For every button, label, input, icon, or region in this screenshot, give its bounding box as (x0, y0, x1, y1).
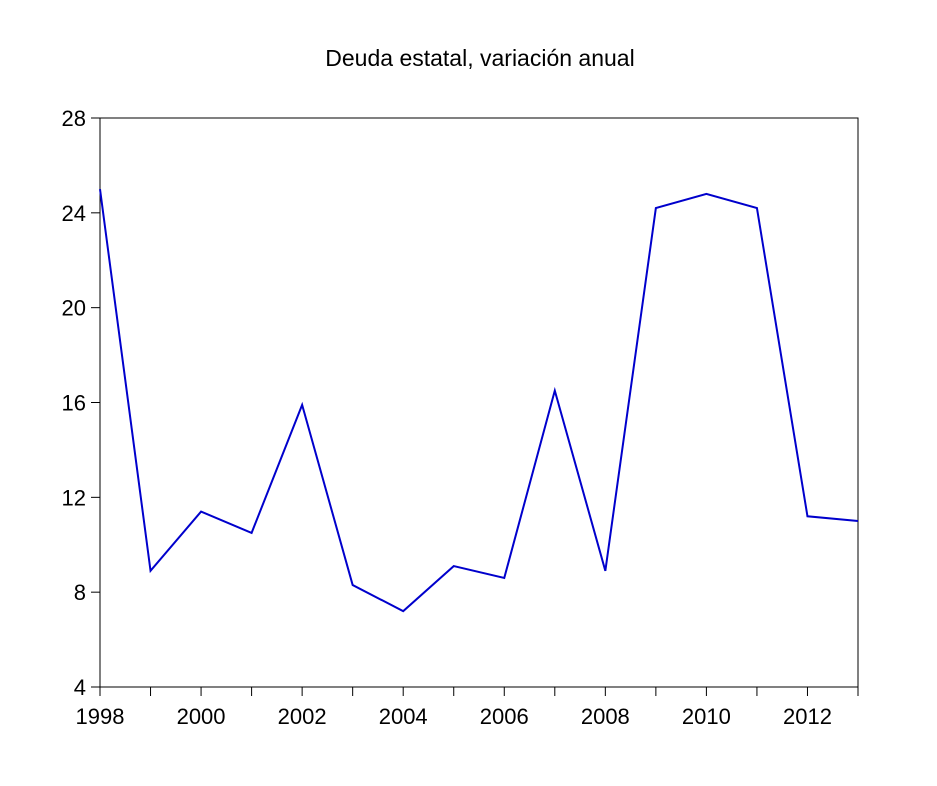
axis-ticks (91, 117, 859, 696)
series-line (99, 188, 859, 613)
data-point (150, 570, 152, 572)
x-tick-label: 1998 (76, 704, 125, 729)
data-point (655, 207, 657, 209)
y-tick-label: 20 (62, 296, 86, 321)
y-tick-label: 24 (62, 201, 86, 226)
data-point (554, 390, 556, 392)
data-point (806, 515, 808, 517)
series-layer (99, 188, 859, 613)
data-point (756, 207, 758, 209)
y-tick-label: 4 (74, 675, 86, 700)
x-tick-label: 2008 (581, 704, 630, 729)
data-point (402, 610, 404, 612)
data-point (705, 193, 707, 195)
data-point (352, 584, 354, 586)
y-tick-label: 28 (62, 106, 86, 131)
data-point (301, 404, 303, 406)
y-tick-label: 8 (74, 580, 86, 605)
data-point (99, 188, 101, 190)
y-tick-label: 12 (62, 485, 86, 510)
x-tick-label: 2002 (278, 704, 327, 729)
chart-title: Deuda estatal, variación anual (325, 45, 634, 71)
plot-frame (99, 117, 859, 688)
data-point (857, 520, 859, 522)
data-point (604, 570, 606, 572)
data-point (453, 565, 455, 567)
x-tick-label: 2010 (682, 704, 731, 729)
x-tick-label: 2012 (783, 704, 832, 729)
x-tick-label: 2000 (177, 704, 226, 729)
data-point (251, 532, 253, 534)
x-tick-label: 2006 (480, 704, 529, 729)
data-point (503, 577, 505, 579)
data-point (200, 511, 202, 513)
x-tick-label: 2004 (379, 704, 428, 729)
y-tick-label: 16 (62, 391, 86, 416)
tick-labels: 4 8 12 16 20 24 28 1998 2000 2002 2004 2006 2008 2010… (62, 106, 832, 729)
